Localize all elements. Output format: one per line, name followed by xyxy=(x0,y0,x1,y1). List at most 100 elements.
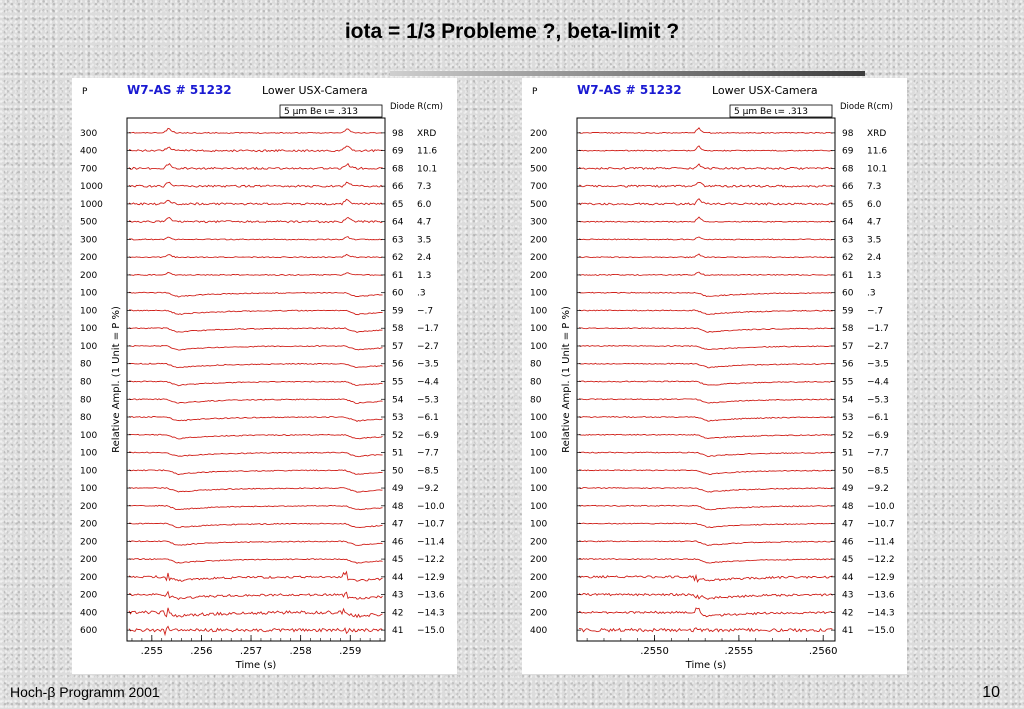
diode-number-label: 66 xyxy=(842,182,854,192)
p-value-label: 200 xyxy=(80,271,97,281)
diode-number-label: 68 xyxy=(392,164,404,174)
radius-label: −12.2 xyxy=(867,555,895,565)
p-value-label: 100 xyxy=(80,342,97,352)
chart-right: P W7-AS # 51232 Lower USX-Camera 5 μm Be ι=… xyxy=(530,83,895,671)
camera-label: Lower USX-Camera xyxy=(712,84,818,97)
radius-label: −10.0 xyxy=(417,502,445,512)
p-value-label: 200 xyxy=(530,608,547,618)
trace-channel-56 xyxy=(578,362,833,369)
p-value-label: 80 xyxy=(530,378,542,388)
trace-channel-63 xyxy=(578,236,833,241)
trace-channel-41 xyxy=(578,627,833,633)
radius-label: 1.3 xyxy=(417,271,431,281)
p-value-label: 200 xyxy=(80,555,97,565)
diode-number-label: 55 xyxy=(842,378,853,388)
p-value-label: 80 xyxy=(80,360,92,370)
diode-number-label: 58 xyxy=(842,324,854,334)
trace-channel-41 xyxy=(128,625,383,637)
p-value-label: 100 xyxy=(530,342,547,352)
diode-number-label: 43 xyxy=(842,591,853,601)
radius-label: 1.3 xyxy=(867,271,881,281)
trace-channel-43 xyxy=(128,590,383,601)
trace-channel-98 xyxy=(578,127,833,134)
diode-number-label: 44 xyxy=(842,573,854,583)
p-value-label: 300 xyxy=(80,129,97,139)
trace-channel-49 xyxy=(578,487,833,493)
p-value-label: 700 xyxy=(80,164,97,174)
diode-number-label: 65 xyxy=(392,200,403,210)
x-tick-label: .259 xyxy=(339,646,361,657)
radius-label: 2.4 xyxy=(867,253,882,263)
p-value-label: 200 xyxy=(80,591,97,601)
radius-label: −6.1 xyxy=(417,413,439,423)
trace-channel-66 xyxy=(578,181,833,188)
p-value-label: 100 xyxy=(80,466,97,476)
x-tick-label: .256 xyxy=(190,646,212,657)
p-value-label: 100 xyxy=(530,413,547,423)
trace-channel-62 xyxy=(578,253,833,259)
trace-channel-68 xyxy=(578,163,833,171)
radius-label: 4.7 xyxy=(867,218,881,228)
y-axis-label: Relative Ampl. (1 Unit = P %) xyxy=(561,306,572,453)
p-column-header: P xyxy=(532,87,538,97)
radius-label: 3.5 xyxy=(867,235,881,245)
diode-number-label: 47 xyxy=(392,520,403,530)
trace-channel-46 xyxy=(578,540,833,546)
trace-channel-53 xyxy=(578,416,833,422)
radius-label: 11.6 xyxy=(417,147,437,157)
camera-label: Lower USX-Camera xyxy=(262,84,368,97)
radius-label: −14.3 xyxy=(867,608,895,618)
trace-channel-57 xyxy=(128,345,383,351)
x-tick-label: .2555 xyxy=(725,646,754,657)
diode-number-label: 49 xyxy=(392,484,404,494)
trace-channel-53 xyxy=(128,415,383,422)
diode-number-label: 64 xyxy=(392,218,404,228)
radius-label: −15.0 xyxy=(867,626,895,636)
diode-number-label: 48 xyxy=(842,502,854,512)
diode-number-label: 60 xyxy=(842,289,854,299)
trace-channel-52 xyxy=(128,433,383,440)
radius-label: 10.1 xyxy=(417,164,437,174)
radius-label: .3 xyxy=(867,289,876,299)
radius-label: 3.5 xyxy=(417,235,431,245)
p-value-label: 200 xyxy=(530,591,547,601)
filter-box xyxy=(279,104,383,118)
trace-channel-47 xyxy=(128,522,383,529)
diode-number-label: 66 xyxy=(392,182,404,192)
chart-panel-right: P W7-AS # 51232 Lower USX-Camera 5 μm Be ι=… xyxy=(522,78,907,674)
trace-channel-61 xyxy=(128,271,383,276)
p-value-label: 200 xyxy=(530,555,547,565)
radius-label: 2.4 xyxy=(417,253,432,263)
radius-label: −7.7 xyxy=(867,449,889,459)
trace-channel-45 xyxy=(128,558,383,564)
radius-label: −10.0 xyxy=(867,502,895,512)
p-value-label: 200 xyxy=(530,253,547,263)
p-value-label: 100 xyxy=(530,466,547,476)
diode-number-label: 50 xyxy=(392,466,404,476)
radius-label: −3.5 xyxy=(867,360,889,370)
radius-label: −6.9 xyxy=(417,431,439,441)
radius-label: XRD xyxy=(867,129,886,139)
radius-label: .3 xyxy=(417,289,426,299)
p-value-label: 100 xyxy=(80,289,97,299)
p-value-label: 400 xyxy=(80,608,97,618)
radius-label: −6.1 xyxy=(867,413,889,423)
p-value-label: 1000 xyxy=(80,182,103,192)
diode-number-label: 61 xyxy=(842,271,853,281)
trace-channel-59 xyxy=(129,309,383,316)
trace-channel-63 xyxy=(129,236,383,241)
diode-number-label: 62 xyxy=(842,253,853,263)
trace-channel-98 xyxy=(128,127,383,134)
filter-label: 5 μm Be ι= .313 xyxy=(734,107,808,117)
radius-label: −4.4 xyxy=(867,378,889,388)
page-number: 10 xyxy=(982,684,1000,701)
radius-label: −5.3 xyxy=(417,395,439,405)
diode-number-label: 51 xyxy=(842,449,853,459)
trace-channel-46 xyxy=(128,540,383,546)
trace-channel-64 xyxy=(128,216,383,224)
diode-number-label: 45 xyxy=(842,555,853,565)
p-value-label: 500 xyxy=(530,164,547,174)
trace-channel-51 xyxy=(578,451,833,458)
p-value-label: 300 xyxy=(80,235,97,245)
radius-label: −2.7 xyxy=(417,342,439,352)
